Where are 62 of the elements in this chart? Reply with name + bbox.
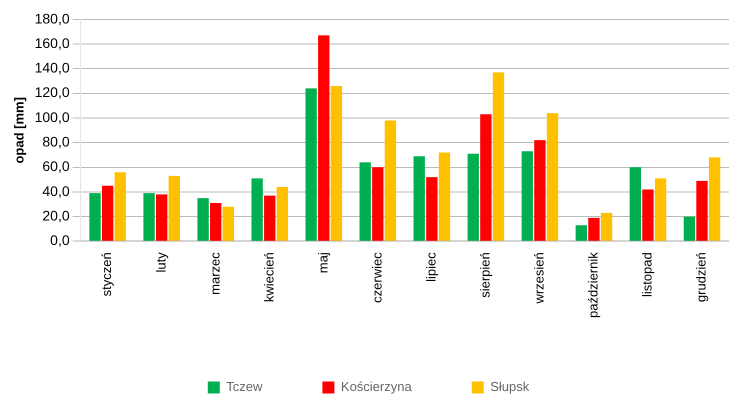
bar: [468, 154, 479, 241]
bar: [114, 172, 126, 241]
y-tick-label: 120,0: [34, 84, 70, 100]
bar: [654, 178, 666, 241]
y-tick-label: 60,0: [42, 158, 70, 174]
bar: [588, 218, 600, 241]
bar: [534, 140, 546, 241]
bar: [546, 113, 558, 241]
x-tick-label: czerwiec: [369, 252, 384, 303]
bar: [438, 152, 450, 241]
bar: [168, 176, 180, 241]
bar: [305, 88, 317, 241]
x-tick-label: listopad: [640, 252, 655, 298]
bar: [426, 177, 438, 241]
bar: [492, 72, 504, 241]
bar: [414, 156, 425, 241]
x-tick-label: lipiec: [423, 252, 438, 282]
y-tick-label: 40,0: [42, 182, 70, 199]
x-tick-label: wrzesień: [531, 252, 546, 305]
bar: [360, 162, 371, 241]
bar: [210, 203, 222, 241]
legend-label: Kościerzyna: [340, 379, 412, 394]
y-tick-label: 0,0: [50, 232, 70, 248]
bar: [251, 178, 263, 241]
bar: [197, 198, 209, 241]
bar: [684, 216, 696, 241]
y-axis-title: opad [mm]: [11, 97, 26, 164]
bar: [318, 35, 330, 241]
y-tick-label: 20,0: [42, 207, 70, 224]
bar: [384, 120, 396, 241]
x-tick-label: luty: [153, 252, 168, 272]
x-tick-label: styczeń: [99, 252, 114, 296]
bar: [642, 189, 654, 241]
bar: [600, 212, 612, 241]
legend-label: Słupsk: [490, 379, 530, 394]
bar: [264, 196, 276, 241]
bar: [143, 193, 155, 241]
x-tick-label: październik: [586, 252, 600, 318]
y-tick-label: 140,0: [34, 60, 70, 76]
y-tick-label: 180,0: [34, 10, 70, 26]
legend-label: Tczew: [226, 379, 264, 394]
bar: [276, 187, 288, 241]
y-tick-label: 160,0: [34, 34, 70, 51]
x-tick-label: sierpień: [477, 252, 492, 298]
y-tick-label: 100,0: [34, 108, 70, 125]
bar: [372, 167, 384, 241]
bar: [630, 167, 642, 241]
x-tick-label: marzec: [207, 252, 222, 295]
y-tick-label: 80,0: [42, 134, 70, 150]
bar: [576, 225, 587, 241]
bar: [330, 86, 342, 241]
bar: [102, 186, 114, 241]
x-tick-label: maj: [315, 252, 330, 274]
bar: [708, 157, 720, 241]
bar: [89, 193, 101, 241]
bar: [522, 151, 533, 241]
bar: [480, 114, 492, 241]
bar: [156, 194, 168, 241]
x-tick-label: kwiecień: [261, 252, 276, 302]
bar: [696, 180, 708, 241]
x-tick-label: grudzień: [694, 252, 709, 302]
bar: [222, 206, 234, 241]
